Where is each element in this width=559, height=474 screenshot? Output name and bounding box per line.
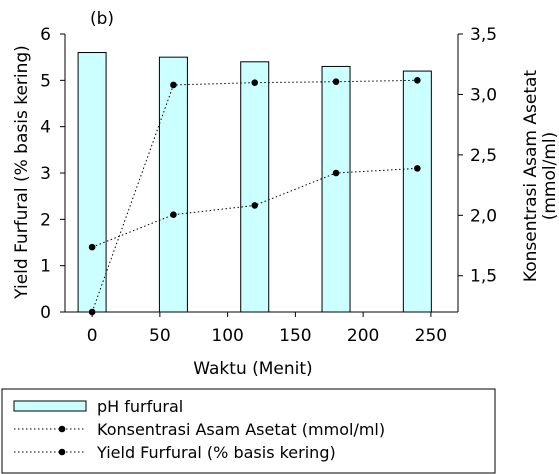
y-tick-label-left: 4: [40, 118, 51, 138]
panel-label: (b): [90, 9, 114, 29]
legend-label: Yield Furfural (% basis kering): [96, 443, 336, 462]
bar: [240, 61, 270, 313]
legend: pH furfural Konsentrasi Asam Asetat (mmol…: [1, 388, 496, 474]
legend-label: pH furfural: [97, 397, 183, 416]
y-tick-label-left: 5: [40, 71, 51, 91]
y-tick-label-left: 6: [40, 25, 51, 45]
x-tick-label: 0: [87, 326, 98, 346]
y-tick-label-right: 2,0: [470, 206, 497, 226]
data-point: [251, 202, 259, 209]
legend-marker: [58, 425, 66, 433]
data-point: [88, 243, 96, 251]
x-tick-label: 200: [347, 326, 379, 346]
y-axis-left-title: Yield Furfural (% basis kering): [12, 45, 32, 300]
y-tick-label-right: 3,5: [470, 25, 497, 45]
legend-label: Konsentrasi Asam Asetat (mmol/ml): [97, 420, 385, 439]
data-point: [251, 79, 259, 86]
data-point: [332, 169, 340, 177]
plot-area: [77, 52, 432, 316]
bar: [321, 65, 351, 313]
y-tick-label-right: 3,0: [470, 85, 497, 105]
x-tick-label: 100: [211, 326, 243, 346]
x-tick-label: 250: [415, 326, 447, 346]
legend-marker: [58, 448, 66, 456]
bar: [402, 70, 432, 313]
y-tick-label-left: 2: [40, 210, 51, 230]
data-point: [414, 77, 421, 84]
data-point: [414, 165, 421, 172]
bar: [77, 52, 107, 313]
axes: 0 1 2 3 4 5 6 1,5 2,0 2,5 3,0 3,5 0 50 100 150 200 250: [40, 25, 497, 346]
y-tick-label-left: 1: [40, 257, 51, 277]
x-axis-title: Waktu (Menit): [193, 359, 312, 379]
y-axis-right-title-line2: (mmol/ml): [540, 132, 559, 221]
data-point: [170, 211, 177, 218]
data-point: [170, 81, 177, 89]
data-point: [332, 78, 340, 86]
series-line: [91, 79, 418, 313]
bar: [158, 56, 188, 313]
y-tick-label-left: 0: [40, 303, 51, 323]
y-tick-label-left: 3: [40, 164, 51, 184]
x-tick-label: 50: [149, 326, 171, 346]
y-tick-label-right: 2,5: [470, 146, 497, 166]
y-tick-label-right: 1,5: [470, 267, 497, 287]
x-tick-label: 150: [279, 326, 311, 346]
y-axis-right-title-line1: Konsentrasi Asam Asetat: [521, 70, 541, 283]
legend-swatch-bar: [13, 400, 87, 412]
